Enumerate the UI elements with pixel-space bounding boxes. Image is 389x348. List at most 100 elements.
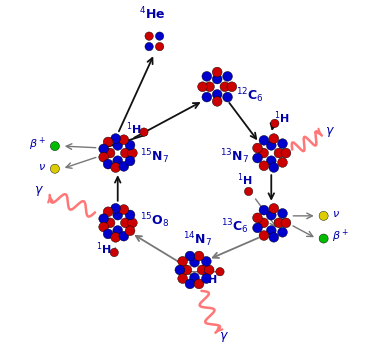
Circle shape [105, 218, 115, 228]
Circle shape [113, 156, 123, 166]
Text: $\nu$: $\nu$ [38, 162, 46, 172]
Text: $^1$H: $^1$H [96, 241, 112, 257]
Text: $\gamma$: $\gamma$ [219, 330, 229, 344]
Circle shape [220, 82, 230, 92]
Circle shape [202, 274, 211, 284]
Circle shape [223, 92, 233, 102]
Circle shape [197, 265, 207, 275]
Text: $\beta^+$: $\beta^+$ [29, 136, 46, 153]
Circle shape [113, 210, 123, 220]
Circle shape [194, 251, 204, 261]
Circle shape [202, 256, 211, 266]
Circle shape [252, 143, 263, 153]
Text: $^{15}$N$_7$: $^{15}$N$_7$ [140, 147, 170, 166]
Circle shape [269, 163, 279, 172]
Circle shape [278, 139, 287, 149]
Circle shape [198, 82, 207, 92]
Circle shape [269, 232, 279, 242]
Text: $^1$H: $^1$H [237, 171, 253, 188]
Circle shape [205, 82, 214, 92]
Circle shape [212, 89, 222, 99]
Circle shape [145, 42, 153, 51]
Circle shape [259, 148, 268, 158]
Circle shape [185, 251, 195, 261]
Circle shape [278, 227, 287, 237]
Circle shape [103, 137, 113, 147]
Circle shape [110, 248, 118, 257]
Circle shape [212, 67, 222, 77]
Circle shape [128, 148, 137, 158]
Circle shape [119, 135, 129, 145]
Text: $^{15}$O$_8$: $^{15}$O$_8$ [140, 212, 170, 230]
Text: $^{13}$C$_6$: $^{13}$C$_6$ [221, 217, 249, 236]
Circle shape [244, 187, 253, 196]
Circle shape [111, 232, 121, 242]
Text: $\beta^+$: $\beta^+$ [332, 228, 349, 245]
Circle shape [121, 218, 130, 228]
Circle shape [99, 144, 109, 154]
Circle shape [50, 164, 60, 173]
Text: $^1$H: $^1$H [274, 110, 289, 126]
Circle shape [99, 214, 109, 224]
Circle shape [266, 210, 276, 220]
Circle shape [113, 141, 123, 150]
Circle shape [319, 234, 328, 243]
Circle shape [105, 148, 115, 158]
Text: $^{12}$C$_6$: $^{12}$C$_6$ [237, 86, 264, 105]
Circle shape [227, 82, 237, 92]
Circle shape [111, 204, 121, 213]
Circle shape [274, 148, 284, 158]
Text: $^4$He: $^4$He [139, 6, 166, 22]
Circle shape [140, 128, 148, 136]
Circle shape [119, 161, 129, 171]
Circle shape [252, 223, 263, 233]
Circle shape [212, 96, 222, 106]
Circle shape [175, 265, 185, 275]
Circle shape [182, 265, 192, 275]
Circle shape [278, 208, 287, 218]
Circle shape [50, 142, 60, 151]
Circle shape [271, 119, 279, 128]
Circle shape [99, 222, 109, 232]
Circle shape [156, 42, 164, 51]
Circle shape [278, 158, 287, 167]
Circle shape [125, 210, 135, 220]
Text: $^1$H: $^1$H [126, 120, 141, 137]
Circle shape [111, 134, 121, 143]
Circle shape [125, 226, 135, 236]
Circle shape [266, 226, 276, 235]
Circle shape [178, 256, 187, 266]
Circle shape [212, 74, 222, 84]
Circle shape [252, 213, 263, 223]
Circle shape [266, 156, 276, 166]
Circle shape [216, 268, 224, 276]
Circle shape [178, 274, 187, 284]
Text: $^{14}$N$_7$: $^{14}$N$_7$ [184, 230, 212, 249]
Circle shape [185, 279, 195, 289]
Circle shape [269, 204, 279, 213]
Circle shape [113, 226, 123, 235]
Circle shape [125, 156, 135, 166]
Circle shape [319, 211, 328, 220]
Text: $\gamma$: $\gamma$ [35, 184, 44, 198]
Circle shape [103, 207, 113, 217]
Text: $\nu$: $\nu$ [332, 209, 340, 219]
Circle shape [259, 135, 269, 145]
Circle shape [156, 32, 164, 40]
Circle shape [266, 141, 276, 150]
Text: $^1$H: $^1$H [202, 270, 218, 287]
Circle shape [204, 265, 214, 275]
Circle shape [269, 134, 279, 143]
Circle shape [223, 71, 233, 81]
Circle shape [119, 231, 129, 241]
Circle shape [103, 159, 113, 169]
Circle shape [103, 229, 113, 239]
Circle shape [145, 32, 153, 40]
Circle shape [99, 152, 109, 162]
Circle shape [125, 140, 135, 150]
Circle shape [202, 92, 212, 102]
Circle shape [281, 218, 291, 228]
Circle shape [189, 273, 200, 283]
Circle shape [111, 163, 121, 173]
Text: $\gamma$: $\gamma$ [325, 125, 335, 139]
